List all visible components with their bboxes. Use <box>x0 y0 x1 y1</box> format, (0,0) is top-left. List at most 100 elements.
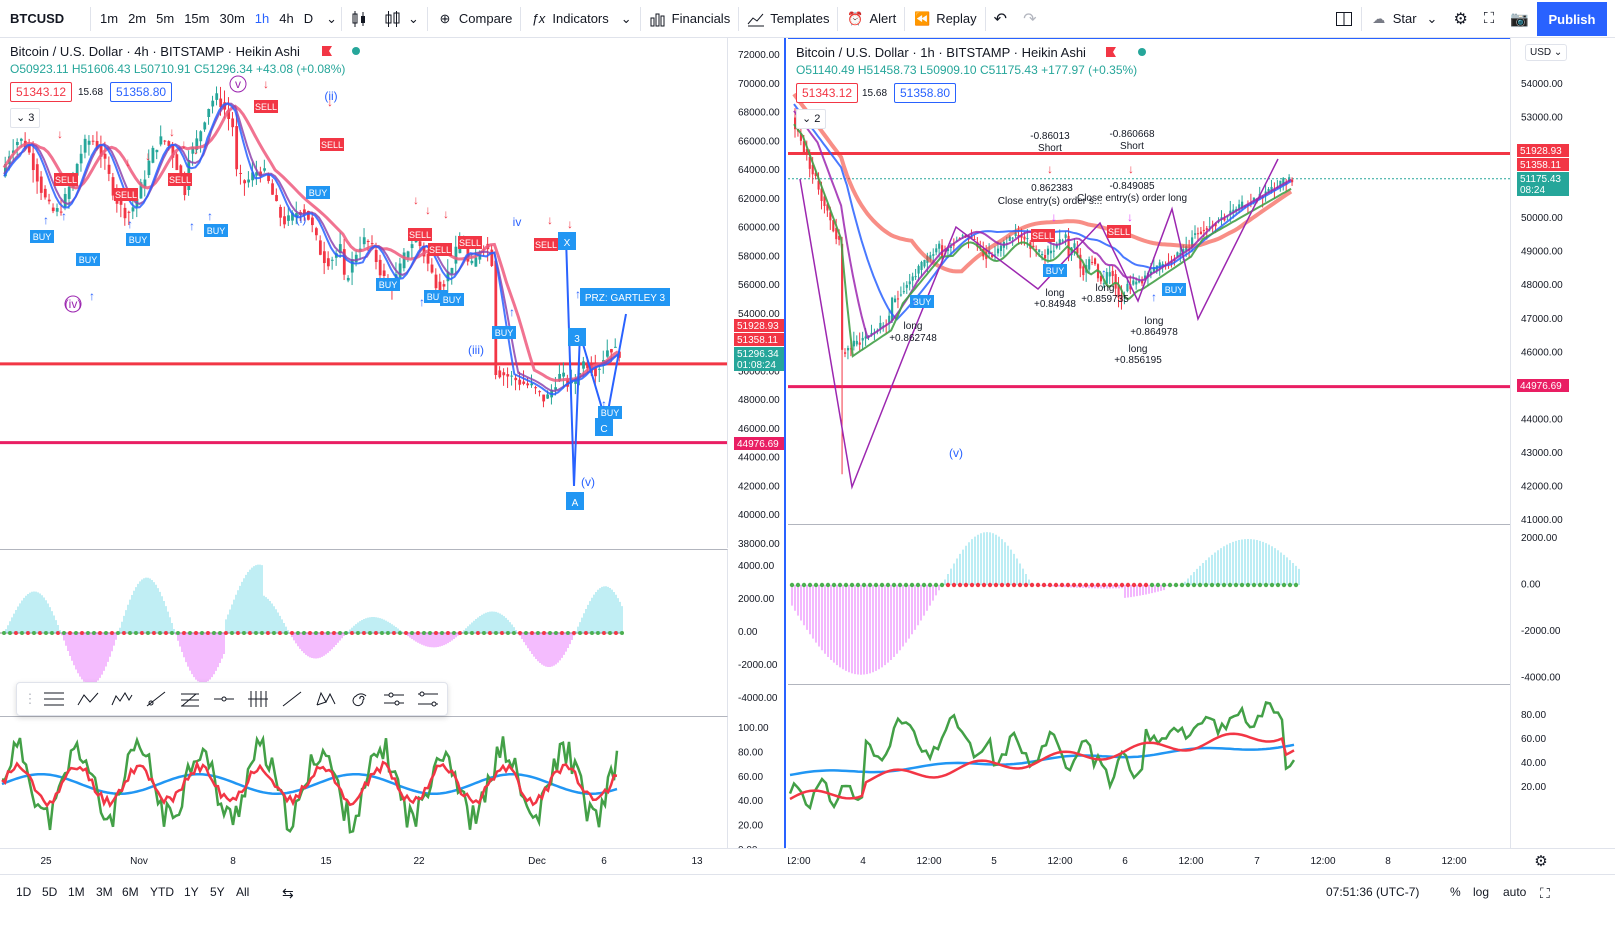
interval-30m[interactable]: 30m <box>219 11 245 26</box>
zero-dot <box>362 631 366 635</box>
layout-button[interactable] <box>1327 0 1361 38</box>
right-bid-box[interactable]: 51343.12 <box>796 83 859 103</box>
drag-handle[interactable]: ⋮ <box>23 691 37 706</box>
flag-icon[interactable] <box>1106 47 1116 57</box>
star-button[interactable]: ☁ Star ⌄ <box>1362 0 1446 38</box>
range-ytd[interactable]: YTD <box>150 885 174 899</box>
left-bid-box[interactable]: 51343.12 <box>10 82 73 102</box>
horizontal-lines-tool[interactable] <box>37 684 71 714</box>
range-1y[interactable]: 1Y <box>184 885 199 899</box>
price-range-tool[interactable] <box>411 684 445 714</box>
trend-line-icon <box>282 691 302 707</box>
left-rsi-pane[interactable] <box>0 716 728 848</box>
currency-selector[interactable]: USD ⌄ <box>1525 44 1568 61</box>
interval-4h[interactable]: 4h <box>279 11 294 26</box>
right-oscillator-pane[interactable] <box>788 524 1510 684</box>
trend-angle-tool[interactable] <box>139 684 173 714</box>
range-5d[interactable]: 5D <box>42 885 58 899</box>
range-1m[interactable]: 1M <box>68 885 85 899</box>
candle-body <box>1014 232 1017 236</box>
interval-1h[interactable]: 1h <box>254 11 270 26</box>
replay-button[interactable]: ⏪ Replay <box>905 0 984 38</box>
interval-2m[interactable]: 2m <box>128 11 147 26</box>
top-toolbar: BTCUSD 1m 2m 5m 15m 30m 1h 4h D ⌄ ⌄ ⊕ Compare ƒx… <box>0 0 1615 38</box>
auto-toggle[interactable]: auto <box>1503 885 1527 899</box>
redo-button[interactable]: ↷ <box>1015 0 1044 38</box>
templates-button[interactable]: Templates <box>739 0 837 38</box>
indicators-button[interactable]: ƒx Indicators ⌄ <box>521 0 639 38</box>
log-toggle[interactable]: log <box>1473 885 1490 899</box>
right-time-axis[interactable]: 12:00 4 12:00 5 12:00 6 12:00 7 12:00 8 12:00 ⚙ <box>788 848 1615 874</box>
horizontal-ray-tool[interactable] <box>207 684 241 714</box>
compare-button[interactable]: ⊕ Compare <box>428 0 520 38</box>
left-time-axis[interactable]: 25 Nov 8 15 22 Dec 6 13 <box>0 848 786 874</box>
gartley-pattern <box>565 237 627 487</box>
zero-dot <box>308 631 312 635</box>
right-price-axis[interactable]: 54000.0053000.0052000.0051000.0050000.00… <box>1510 38 1615 848</box>
symbol-search[interactable]: BTCUSD <box>10 11 65 26</box>
settings-button[interactable]: ⚙ <box>1445 0 1475 38</box>
zero-dot <box>416 631 420 635</box>
price-axis-tick: 41000.00 <box>1521 515 1563 526</box>
interval-d[interactable]: D <box>303 11 314 26</box>
candle-body <box>1238 204 1241 210</box>
chart-type-button[interactable]: ⌄ <box>376 0 427 38</box>
left-layers-toggle[interactable]: ⌄ 3 <box>10 108 41 128</box>
interval-5m[interactable]: 5m <box>156 11 175 26</box>
interval-dropdown-icon[interactable]: ⌄ <box>326 10 338 26</box>
candle-body <box>43 188 47 198</box>
chevron-down-icon: ⌄ <box>1426 10 1438 26</box>
bar-style-button[interactable] <box>342 0 376 38</box>
fullscreen-button[interactable]: ⛶ <box>1540 885 1550 902</box>
interval-1m[interactable]: 1m <box>100 11 119 26</box>
left-price-axis[interactable]: 72000.00 70000.00 68000.00 66000.00 64000.00… <box>728 38 786 848</box>
goto-date-button[interactable]: ⇆ <box>282 885 294 902</box>
snapshot-button[interactable]: 📷 <box>1502 0 1537 38</box>
range-1d[interactable]: 1D <box>16 885 32 899</box>
range-3m[interactable]: 3M <box>96 885 113 899</box>
time-axis-tick: 12:00 <box>916 856 941 867</box>
right-rsi-pane[interactable] <box>788 684 1510 848</box>
range-5y[interactable]: 5Y <box>210 885 225 899</box>
abcd-pattern-tool[interactable] <box>71 684 105 714</box>
fib-retracement-icon <box>181 693 199 707</box>
fib-spiral-tool[interactable] <box>343 684 377 714</box>
xabcd-pattern-tool[interactable] <box>309 684 343 714</box>
financials-button[interactable]: Financials <box>641 0 739 38</box>
oscillator-axis-tick: 2000.00 <box>738 594 775 605</box>
fullscreen-button[interactable]: ⛶ <box>1476 0 1503 38</box>
candle-body <box>823 196 826 207</box>
divider <box>90 6 91 31</box>
left-ask-box[interactable]: 51358.80 <box>110 82 173 102</box>
parallel-channel-tool[interactable] <box>377 684 411 714</box>
left-main-pane[interactable]: PRZ: GARTLEY 3 BUY BUY BUY BUY BUY BUY BUY BUY BU… <box>0 38 728 548</box>
flag-icon[interactable] <box>322 46 332 56</box>
elliott-wave-tool[interactable] <box>105 684 139 714</box>
percent-toggle[interactable]: % <box>1450 885 1461 899</box>
clock[interactable]: 07:51:36 (UTC-7) <box>1326 885 1420 899</box>
right-main-pane[interactable]: BUY BUY BUY SELL SELL ↓ ↓ ↓ ↓ ↑ ↑ ↑ ↑ -0.86013 Short -0… <box>788 38 1510 524</box>
trend-line-tool[interactable] <box>275 684 309 714</box>
range-6m[interactable]: 6M <box>122 885 139 899</box>
long-position-tool[interactable] <box>241 684 275 714</box>
alert-button[interactable]: ⏰ Alert <box>838 0 904 38</box>
zero-dot <box>320 631 324 635</box>
candle-body <box>263 168 266 171</box>
candle-body <box>522 381 526 384</box>
zero-dot <box>933 582 939 588</box>
candle-body <box>1196 233 1200 235</box>
prz-label-bg <box>580 288 670 306</box>
zero-dot <box>170 631 174 635</box>
right-layers-toggle[interactable]: ⌄ 2 <box>796 109 827 129</box>
interval-15m[interactable]: 15m <box>184 11 210 26</box>
publish-button[interactable]: Publish <box>1537 2 1607 36</box>
candle-body <box>949 246 953 248</box>
zero-dot <box>1245 582 1251 588</box>
down-arrow-icon: ↓ <box>145 149 151 163</box>
up-arrow-icon: ↑ <box>189 219 195 233</box>
zero-dot <box>951 582 957 588</box>
range-all[interactable]: All <box>236 885 250 899</box>
fib-retracement-tool[interactable] <box>173 684 207 714</box>
undo-button[interactable]: ↶ <box>986 0 1015 38</box>
right-ask-box[interactable]: 51358.80 <box>894 83 957 103</box>
